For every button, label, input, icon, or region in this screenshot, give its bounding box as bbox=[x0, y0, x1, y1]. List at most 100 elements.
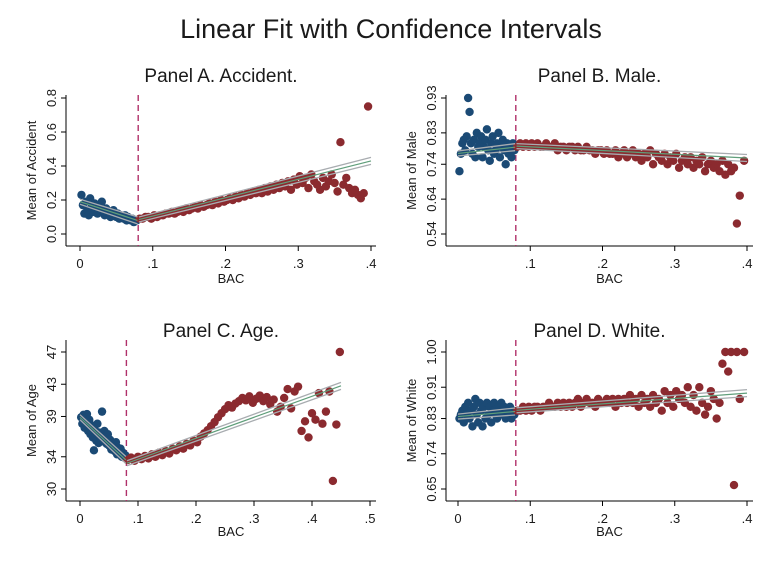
y-tick-label: 0.74 bbox=[424, 441, 439, 466]
fit-line-below bbox=[457, 407, 516, 420]
data-point bbox=[478, 153, 487, 162]
y-tick-label: 39 bbox=[44, 409, 59, 423]
data-point bbox=[735, 191, 744, 200]
x-tick-label: .3 bbox=[293, 256, 304, 271]
data-point bbox=[336, 138, 345, 147]
y-tick-label: 0.93 bbox=[424, 85, 439, 110]
data-point bbox=[363, 102, 373, 111]
data-point bbox=[304, 433, 313, 442]
data-point bbox=[648, 160, 658, 169]
x-axis-label: BAC bbox=[218, 271, 245, 286]
y-tick-label: 0.54 bbox=[424, 221, 439, 246]
ci-upper bbox=[457, 143, 516, 152]
ci-upper bbox=[457, 407, 516, 415]
fit-line bbox=[79, 416, 127, 461]
y-axis-label: Mean of Accident bbox=[24, 120, 39, 220]
ci-upper bbox=[516, 388, 748, 409]
series-below bbox=[76, 407, 130, 462]
series-below bbox=[455, 394, 519, 431]
fit-line-above bbox=[138, 156, 372, 223]
data-point bbox=[706, 386, 716, 396]
data-point bbox=[715, 398, 724, 408]
figure-title: Linear Fit with Confidence Intervals bbox=[180, 14, 602, 44]
fit-line bbox=[126, 385, 342, 464]
data-point bbox=[93, 419, 102, 428]
data-point bbox=[729, 163, 739, 172]
data-point bbox=[304, 183, 313, 193]
data-point bbox=[507, 153, 516, 162]
x-tick-label: .4 bbox=[742, 256, 753, 271]
data-point bbox=[478, 422, 487, 431]
ci-lower bbox=[516, 147, 748, 163]
x-tick-label: .2 bbox=[597, 511, 608, 526]
data-point bbox=[726, 347, 736, 357]
data-point bbox=[321, 407, 331, 416]
fit-line-above bbox=[126, 381, 342, 467]
data-point bbox=[698, 153, 707, 162]
ci-lower bbox=[516, 395, 748, 414]
data-point bbox=[712, 414, 721, 423]
data-point bbox=[293, 382, 303, 391]
data-point bbox=[245, 392, 254, 401]
data-point bbox=[669, 156, 678, 165]
data-point bbox=[283, 384, 292, 394]
panel-a: Panel A. Accident. 0 .1 .2 .3 .4 0.0 0.2 0.4 0.6 0… bbox=[24, 66, 376, 286]
data-point bbox=[328, 476, 338, 486]
data-point bbox=[732, 347, 742, 357]
fit-line-above bbox=[516, 388, 748, 414]
data-point bbox=[335, 347, 345, 357]
data-point bbox=[700, 167, 710, 176]
fit-line-below bbox=[79, 198, 138, 225]
data-point bbox=[487, 139, 496, 148]
x-tick-label: .1 bbox=[133, 511, 144, 526]
data-point bbox=[342, 173, 351, 183]
ci-upper bbox=[516, 142, 748, 156]
data-point bbox=[77, 190, 86, 200]
ci-lower bbox=[126, 388, 342, 467]
data-point bbox=[286, 185, 296, 194]
data-point bbox=[732, 219, 742, 228]
y-tick-label: 34 bbox=[44, 450, 59, 464]
data-point bbox=[683, 383, 692, 392]
fit-line-below bbox=[457, 143, 516, 157]
y-tick-label: 0.83 bbox=[424, 120, 439, 145]
x-tick-label: .3 bbox=[249, 511, 260, 526]
data-point bbox=[669, 402, 678, 411]
x-tick-label: .3 bbox=[669, 511, 680, 526]
y-tick-label: 0.83 bbox=[424, 406, 439, 431]
panel-title: Panel A. Accident. bbox=[144, 66, 297, 87]
x-tick-label: 0 bbox=[454, 511, 461, 526]
data-point bbox=[495, 153, 505, 162]
ci-lower bbox=[138, 163, 372, 223]
data-point bbox=[482, 125, 492, 134]
y-tick-label: 0.8 bbox=[44, 89, 59, 107]
y-tick-label: 0.74 bbox=[424, 152, 439, 177]
panel-d: Panel D. White. 0 .1 .2 .3 .4 0.65 0.74 0.83 0.91… bbox=[404, 321, 753, 539]
y-axis-label: Mean of Age bbox=[24, 384, 39, 457]
y-tick-label: 43 bbox=[44, 377, 59, 391]
y-tick-label: 0.2 bbox=[44, 191, 59, 209]
data-point bbox=[359, 189, 368, 198]
y-tick-label: 0.65 bbox=[424, 476, 439, 501]
data-point bbox=[724, 367, 733, 376]
fit-line-above bbox=[516, 142, 748, 163]
panel-title: Panel D. White. bbox=[534, 321, 666, 342]
y-axis-label: Mean of Male bbox=[404, 131, 419, 210]
data-point bbox=[462, 132, 471, 141]
data-point bbox=[97, 197, 107, 206]
ci-upper bbox=[138, 156, 372, 218]
data-point bbox=[674, 163, 684, 172]
data-point bbox=[318, 419, 327, 428]
data-point bbox=[279, 393, 289, 403]
x-tick-label: .5 bbox=[365, 511, 376, 526]
data-point bbox=[494, 128, 503, 138]
data-point bbox=[700, 410, 710, 419]
x-tick-label: .4 bbox=[307, 511, 318, 526]
x-tick-label: .1 bbox=[147, 256, 158, 271]
y-tick-label: 1.00 bbox=[424, 339, 439, 364]
fit-line bbox=[457, 146, 516, 155]
y-tick-label: 0.64 bbox=[424, 186, 439, 211]
x-axis-label: BAC bbox=[596, 271, 623, 286]
